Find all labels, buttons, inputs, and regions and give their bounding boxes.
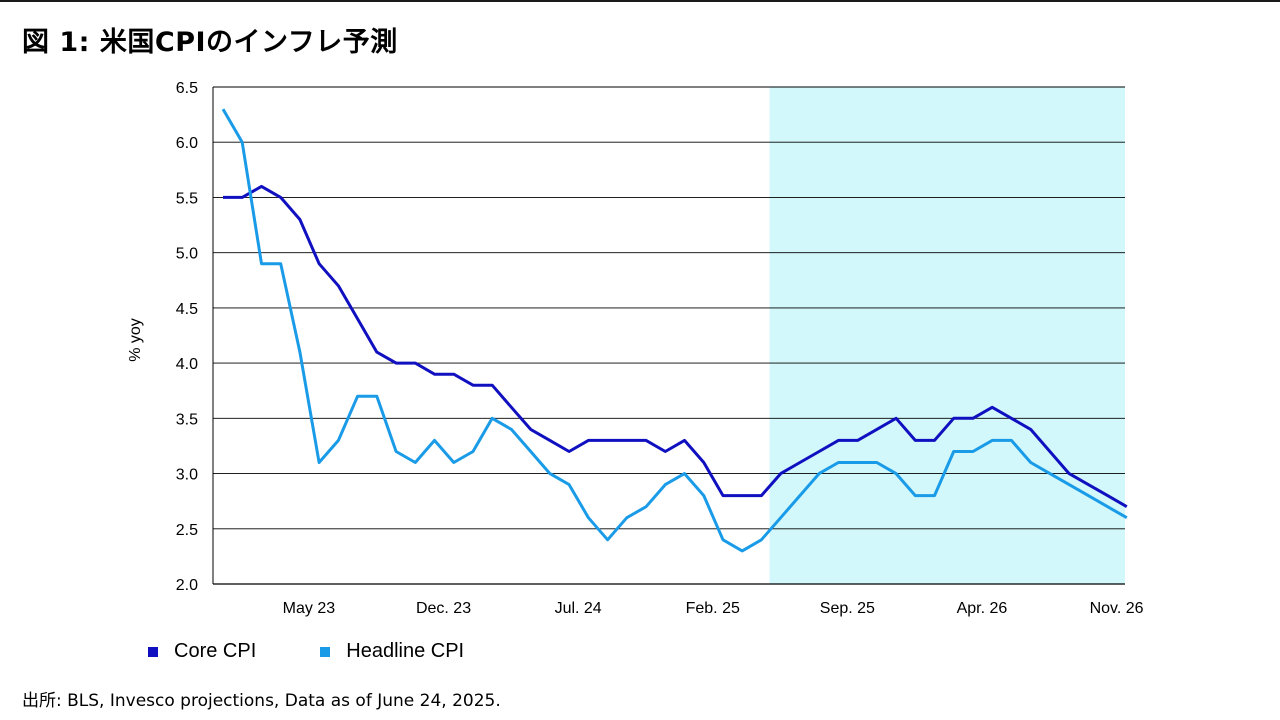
legend-swatch <box>320 646 331 657</box>
forecast-shaded-region <box>769 87 1125 584</box>
y-tick-label: 2.5 <box>176 522 198 539</box>
x-tick-label: Dec. 23 <box>416 600 471 617</box>
y-tick-label: 4.0 <box>176 356 198 373</box>
y-tick-label: 5.0 <box>176 246 198 263</box>
x-tick-label: May 23 <box>283 600 336 617</box>
x-tick-label: Feb. 25 <box>686 600 740 617</box>
headline-cpi-line <box>221 108 1128 553</box>
y-axis-label: % yoy <box>127 318 144 362</box>
legend-item-core-cpi: Core CPI <box>148 640 256 663</box>
page-title: 図 1: 米国CPIのインフレ予測 <box>22 27 398 58</box>
legend-item-headline-cpi: Headline CPI <box>320 640 464 663</box>
x-tick-label: Apr. 26 <box>957 600 1008 617</box>
y-tick-label: 6.0 <box>176 135 198 152</box>
y-tick-label: 4.5 <box>176 301 198 318</box>
legend-label: Core CPI <box>174 640 257 662</box>
legend: Core CPI Headline CPI <box>148 640 464 663</box>
x-tick-label: Nov. 26 <box>1090 600 1144 617</box>
y-tick-label: 3.0 <box>176 467 198 484</box>
source-note: 出所: BLS, Invesco projections, Data as of… <box>22 691 501 711</box>
core-cpi-line <box>223 184 1128 508</box>
y-tick-label: 6.5 <box>176 80 198 97</box>
x-tick-label: Jul. 24 <box>555 600 602 617</box>
legend-swatch <box>148 646 158 657</box>
y-tick-label: 2.0 <box>176 577 198 594</box>
legend-label: Headline CPI <box>346 640 465 662</box>
y-tick-label: 3.5 <box>176 411 198 428</box>
top-rule <box>0 0 1280 2</box>
y-tick-label: 5.5 <box>176 190 198 207</box>
x-tick-label: Sep. 25 <box>820 600 875 617</box>
